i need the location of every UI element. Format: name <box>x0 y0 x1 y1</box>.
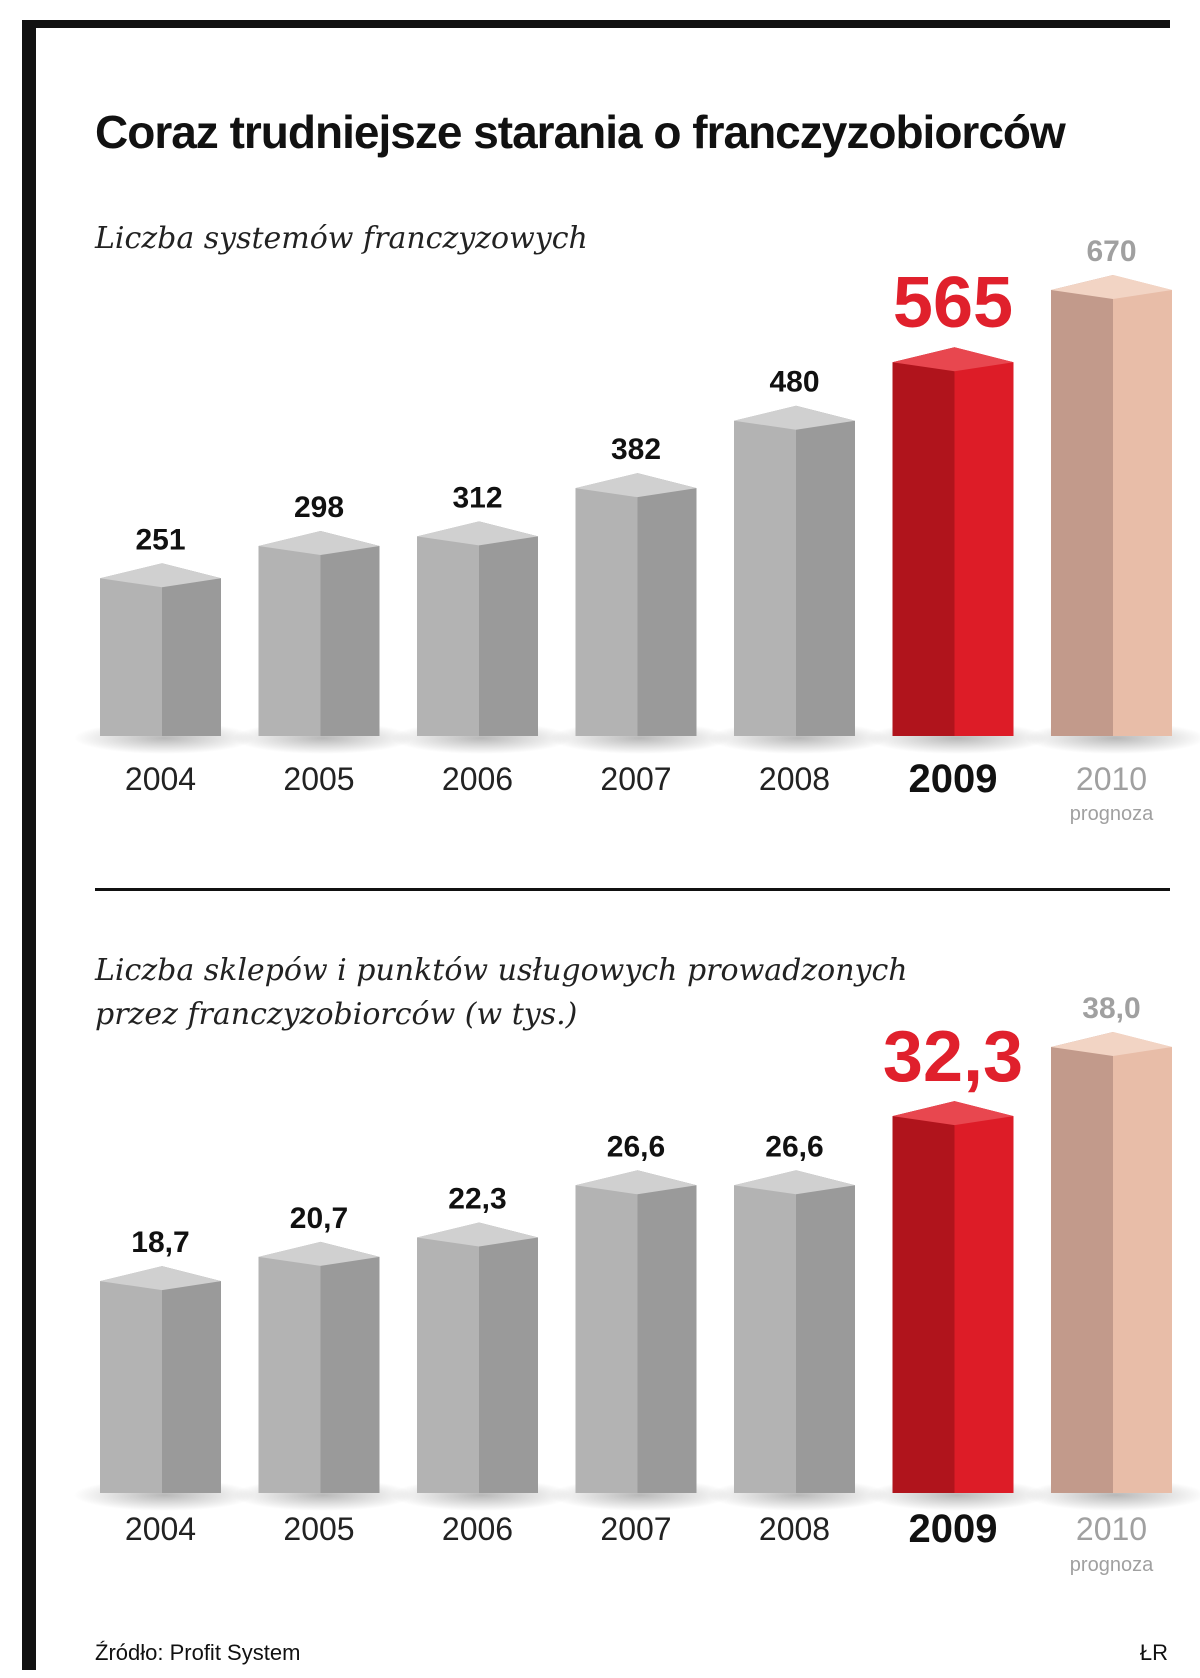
x-tick-2010: 2010 <box>1076 1511 1147 1547</box>
data-label-2006: 22,3 <box>448 1182 506 1215</box>
bar-right-face-2007 <box>637 1170 697 1493</box>
chart1-subtitle: Liczba systemów franczyzowych <box>94 221 588 256</box>
bar-2005 <box>232 1241 414 1511</box>
bar-right-face-2007 <box>637 473 697 736</box>
bar-right-face-2009 <box>954 347 1014 736</box>
bar-top-2005 <box>258 530 380 555</box>
bar-right-face-2008 <box>796 405 855 736</box>
bar-left-face-2008 <box>734 1170 796 1493</box>
chart2-subtitle-line2: przez franczyzobiorców (w tys.) <box>95 997 577 1032</box>
data-label-2004: 18,7 <box>131 1226 189 1259</box>
data-label-2005: 20,7 <box>290 1202 348 1235</box>
x-tick-2004: 2004 <box>125 761 196 797</box>
bar-top-2008 <box>734 405 855 430</box>
x-tick-2006: 2006 <box>442 761 513 797</box>
bar-left-face-2008 <box>734 405 796 736</box>
forecast-note-2010: prognoza <box>1070 803 1154 825</box>
chart1-systems: 251 2004 298 2005 312 2006 382 2007 480 2008 565 20… <box>73 235 1200 825</box>
chart2-shops: 18,7 2004 20,7 2005 22,3 2006 26,6 2007 26,6 2008… <box>73 992 1200 1576</box>
frame-left-rule <box>22 20 36 1670</box>
bar-2004 <box>73 563 256 754</box>
bar-2008 <box>707 405 890 754</box>
bar-top-2006 <box>417 521 538 546</box>
bar-right-face-2005 <box>320 530 380 736</box>
bar-left-face-2005 <box>258 1241 321 1493</box>
x-tick-2006: 2006 <box>442 1511 513 1547</box>
bar-top-2010 <box>1051 275 1172 299</box>
bar-right-face-2008 <box>796 1170 855 1493</box>
x-tick-2004: 2004 <box>125 1511 196 1547</box>
bar-top-2006 <box>417 1222 538 1247</box>
forecast-note-2010: prognoza <box>1070 1554 1154 1576</box>
data-label-2009: 32,3 <box>883 1017 1023 1097</box>
data-label-2007: 382 <box>611 433 661 466</box>
bar-2007 <box>549 473 731 754</box>
bar-top-2004 <box>100 1266 221 1291</box>
bar-right-face-2004 <box>162 1266 221 1493</box>
bar-2010 <box>1024 1032 1200 1511</box>
bar-right-face-2009 <box>954 1101 1014 1493</box>
x-tick-2008: 2008 <box>759 761 830 797</box>
bar-2010 <box>1024 275 1200 754</box>
bar-right-face-2010 <box>1113 1032 1172 1493</box>
x-tick-2005: 2005 <box>283 1511 354 1547</box>
bar-2004 <box>73 1266 256 1511</box>
bar-left-face-2006 <box>417 521 479 736</box>
page-title: Coraz trudniejsze starania o franczyzobi… <box>95 106 1066 158</box>
bar-top-2005 <box>258 1241 380 1266</box>
bar-top-2004 <box>100 563 221 588</box>
bar-2009 <box>866 347 1048 754</box>
bar-left-face-2009 <box>892 1101 955 1493</box>
bar-top-2007 <box>575 1170 697 1195</box>
x-tick-2009: 2009 <box>909 757 998 801</box>
section-divider <box>95 888 1170 891</box>
bar-top-2010 <box>1051 1032 1172 1056</box>
bar-left-face-2007 <box>575 1170 638 1493</box>
data-label-2005: 298 <box>294 491 344 524</box>
data-label-2004: 251 <box>135 523 185 556</box>
bar-left-face-2004 <box>100 563 162 736</box>
chart2-subtitle-line1: Liczba sklepów i punktów usługowych prow… <box>94 953 908 988</box>
bar-2007 <box>549 1170 731 1511</box>
x-tick-2010: 2010 <box>1076 761 1147 797</box>
bar-2005 <box>232 530 414 754</box>
bar-right-face-2005 <box>320 1241 380 1493</box>
data-label-2006: 312 <box>452 481 502 514</box>
data-label-2007: 26,6 <box>607 1130 665 1163</box>
x-tick-2009: 2009 <box>909 1507 998 1551</box>
data-label-2008: 480 <box>769 366 819 399</box>
frame-top-rule <box>22 20 1170 28</box>
data-label-2009: 565 <box>893 263 1013 343</box>
bar-top-2007 <box>575 473 697 498</box>
bar-2009 <box>866 1101 1048 1511</box>
source-note: Źródło: Profit System <box>95 1640 300 1665</box>
bar-right-face-2006 <box>479 521 538 736</box>
bar-top-2009 <box>892 1101 1014 1126</box>
bar-right-face-2006 <box>479 1222 538 1493</box>
bar-2006 <box>390 1222 573 1511</box>
bar-left-face-2010 <box>1051 275 1113 736</box>
bar-right-face-2010 <box>1113 275 1172 736</box>
bar-left-face-2010 <box>1051 1032 1113 1493</box>
data-label-2010: 38,0 <box>1082 992 1140 1025</box>
bar-left-face-2007 <box>575 473 638 736</box>
bar-2008 <box>707 1170 890 1511</box>
x-tick-2007: 2007 <box>600 1511 671 1547</box>
x-tick-2008: 2008 <box>759 1511 830 1547</box>
data-label-2010: 670 <box>1086 235 1136 268</box>
bar-left-face-2005 <box>258 530 321 736</box>
x-tick-2005: 2005 <box>283 761 354 797</box>
bar-2006 <box>390 521 573 754</box>
bar-right-face-2004 <box>162 563 221 736</box>
bar-top-2009 <box>892 347 1014 372</box>
bar-left-face-2004 <box>100 1266 162 1493</box>
bar-left-face-2006 <box>417 1222 479 1493</box>
data-label-2008: 26,6 <box>765 1130 823 1163</box>
x-tick-2007: 2007 <box>600 761 671 797</box>
bar-left-face-2009 <box>892 347 955 736</box>
bar-top-2008 <box>734 1170 855 1195</box>
credit-note: ŁR <box>1140 1640 1168 1665</box>
